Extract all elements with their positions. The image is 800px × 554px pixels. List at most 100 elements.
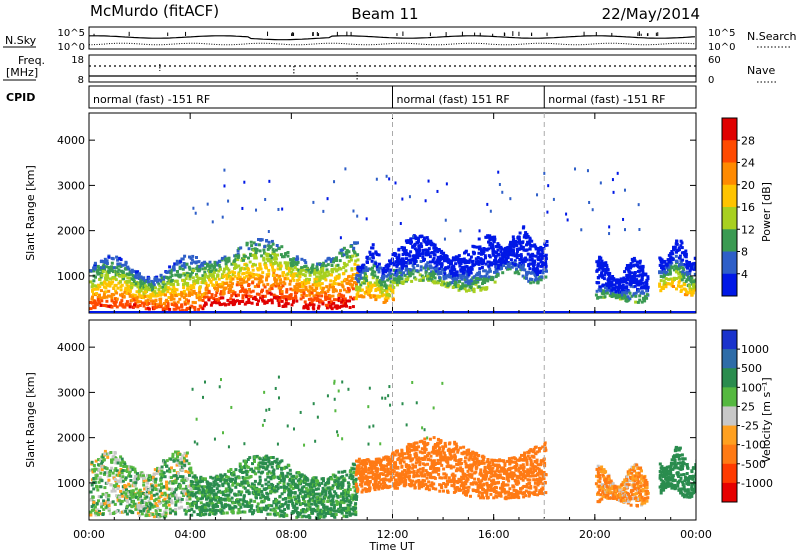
echo-cell	[182, 296, 186, 300]
echo-cell	[339, 236, 342, 240]
echo-cell	[281, 284, 285, 288]
echo-cell	[197, 260, 201, 264]
echo-cell	[111, 257, 115, 261]
echo-cell	[459, 262, 463, 266]
echo-cell	[342, 266, 346, 269]
echo-cell	[209, 303, 213, 307]
echo-cell	[192, 487, 196, 491]
echo-cell	[604, 289, 608, 293]
echo-cell	[597, 267, 601, 271]
echo-cell	[227, 256, 231, 260]
echo-cell	[196, 487, 200, 491]
echo-cell	[96, 295, 100, 299]
echo-cell	[669, 277, 673, 281]
echo-cell	[324, 278, 328, 282]
echo-cell	[392, 281, 396, 285]
echo-cell	[481, 282, 484, 286]
echo-cell	[190, 513, 194, 517]
echo-cell	[459, 229, 462, 233]
echo-cell	[320, 300, 324, 304]
echo-cell	[159, 293, 163, 297]
echo-cell	[312, 307, 316, 311]
echo-cell	[337, 296, 341, 300]
echo-cell	[184, 469, 188, 473]
echo-cell	[162, 292, 165, 296]
echo-cell	[300, 293, 304, 297]
echo-cell	[253, 285, 257, 289]
echo-cell	[645, 289, 649, 293]
echo-cell	[381, 271, 385, 275]
echo-cell	[625, 285, 629, 289]
echo-cell	[228, 287, 232, 291]
echo-cell	[168, 487, 172, 491]
echo-cell	[154, 484, 158, 488]
echo-cell	[420, 244, 424, 248]
echo-cell	[208, 493, 212, 497]
echo-cell	[219, 285, 223, 289]
echo-cell	[116, 461, 120, 465]
echo-cell	[178, 464, 182, 467]
echo-cell	[337, 293, 341, 297]
echo-cell	[93, 469, 96, 473]
echo-cell	[155, 292, 159, 296]
echo-cell	[371, 269, 375, 273]
echo-cell	[146, 298, 150, 302]
echo-cell	[133, 298, 137, 302]
echo-cell	[96, 508, 100, 512]
echo-cell	[192, 510, 196, 514]
echo-cell	[534, 245, 538, 249]
echo-cell	[457, 261, 461, 265]
echo-cell	[167, 503, 171, 507]
echo-cell	[442, 255, 446, 258]
echo-cell	[105, 504, 109, 508]
echo-cell	[96, 264, 100, 268]
echo-cell	[303, 279, 307, 283]
echo-cell	[599, 289, 603, 293]
echo-cell	[310, 299, 314, 302]
echo-cell	[250, 244, 254, 248]
echo-cell	[320, 276, 324, 280]
echo-cell	[689, 280, 693, 284]
echo-cell	[511, 235, 515, 239]
echo-cell	[265, 266, 268, 270]
echo-cell	[94, 459, 98, 463]
echo-cell	[498, 257, 502, 261]
echo-cell	[253, 256, 257, 260]
echo-cell	[464, 261, 468, 264]
echo-cell	[216, 475, 220, 479]
echo-cell	[167, 296, 171, 299]
echo-cell	[415, 250, 419, 254]
echo-cell	[168, 470, 172, 474]
echo-cell	[234, 294, 238, 298]
echo-cell	[660, 258, 664, 262]
echo-cell	[662, 267, 666, 271]
echo-cell	[153, 305, 157, 309]
echo-cell	[478, 229, 481, 233]
echo-cell	[351, 305, 355, 309]
echo-cell	[335, 298, 339, 302]
echo-cell	[210, 486, 214, 490]
echo-cell	[491, 276, 495, 280]
echo-cell	[413, 260, 417, 263]
echo-cell	[174, 450, 177, 454]
echo-cell	[203, 505, 207, 509]
echo-cell	[364, 276, 368, 280]
echo-cell	[632, 256, 636, 260]
echo-cell	[439, 256, 443, 260]
echo-cell	[369, 295, 373, 299]
echo-cell	[139, 294, 143, 298]
echo-cell	[606, 268, 610, 272]
echo-cell	[131, 466, 135, 470]
echo-cell	[332, 267, 336, 271]
echo-cell	[426, 274, 430, 278]
echo-cell	[185, 308, 188, 312]
echo-cell	[509, 197, 512, 201]
echo-cell	[686, 275, 690, 279]
echo-cell	[675, 270, 679, 274]
echo-cell	[511, 239, 515, 243]
echo-cell	[185, 306, 189, 310]
echo-cell	[457, 254, 461, 258]
echo-cell	[227, 259, 231, 263]
echo-cell	[197, 307, 201, 311]
echo-cell	[115, 291, 119, 295]
